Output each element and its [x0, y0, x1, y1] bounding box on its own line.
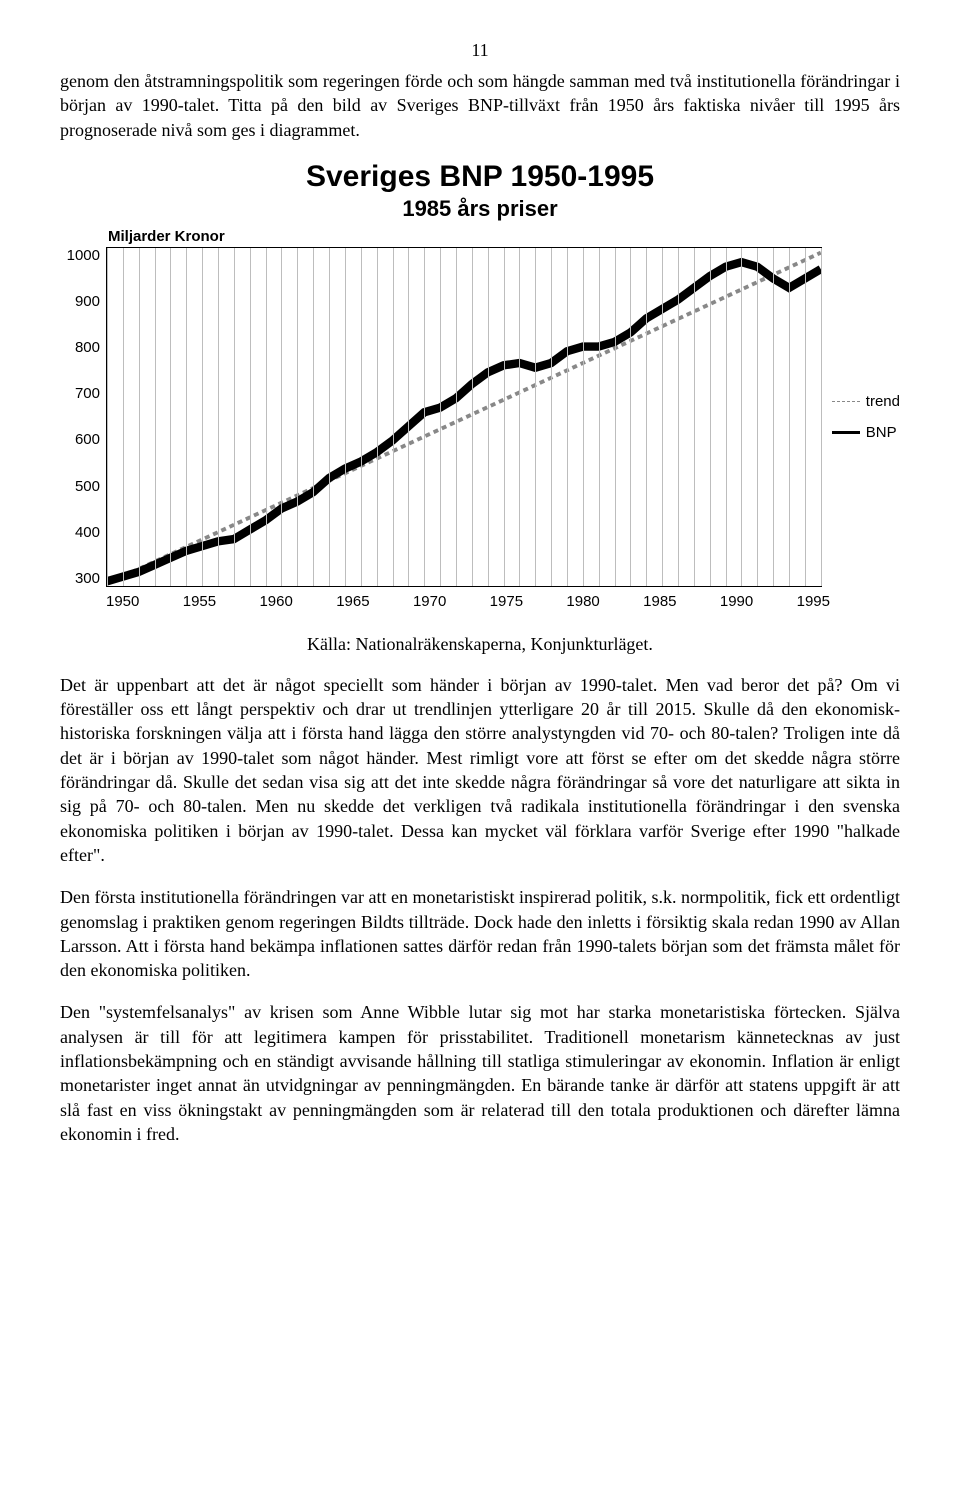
vertical-gridline	[741, 248, 742, 586]
vertical-gridline	[694, 248, 695, 586]
vertical-gridline	[440, 248, 441, 586]
paragraph-4: Den "systemfelsanalys" av krisen som Ann…	[60, 1000, 900, 1146]
vertical-gridline	[821, 248, 822, 586]
vertical-gridline	[535, 248, 536, 586]
vertical-gridline	[139, 248, 140, 586]
vertical-gridline	[377, 248, 378, 586]
y-tick-label: 600	[75, 431, 100, 448]
vertical-gridline	[408, 248, 409, 586]
vertical-gridline	[630, 248, 631, 586]
x-tick-label: 1995	[797, 593, 830, 610]
vertical-gridline	[472, 248, 473, 586]
vertical-gridline	[266, 248, 267, 586]
x-tick-label: 1985	[643, 593, 676, 610]
vertical-gridline	[202, 248, 203, 586]
vertical-gridline	[583, 248, 584, 586]
vertical-gridline	[805, 248, 806, 586]
legend-item-bnp: BNP	[832, 424, 900, 441]
vertical-gridline	[123, 248, 124, 586]
vertical-gridline	[551, 248, 552, 586]
y-tick-label: 400	[75, 524, 100, 541]
chart-source: Källa: Nationalräkenskaperna, Konjunktur…	[60, 634, 900, 655]
vertical-gridline	[329, 248, 330, 586]
x-tick-label: 1980	[566, 593, 599, 610]
vertical-gridline	[170, 248, 171, 586]
x-tick-label: 1990	[720, 593, 753, 610]
legend-label-bnp: BNP	[866, 424, 897, 441]
y-tick-label: 300	[75, 570, 100, 587]
x-axis-labels: 1950 1955 1960 1965 1970 1975 1980 1985 1990 1995	[106, 587, 830, 610]
vertical-gridline	[281, 248, 282, 586]
vertical-gridline	[678, 248, 679, 586]
y-tick-label: 900	[75, 293, 100, 310]
vertical-gridline	[393, 248, 394, 586]
x-tick-label: 1965	[336, 593, 369, 610]
y-tick-label: 700	[75, 385, 100, 402]
paragraph-2: Det är uppenbart att det är något specie…	[60, 673, 900, 867]
plot-area	[106, 247, 822, 587]
x-tick-label: 1970	[413, 593, 446, 610]
x-tick-label: 1950	[106, 593, 139, 610]
vertical-gridline	[234, 248, 235, 586]
vertical-gridline	[218, 248, 219, 586]
vertical-gridline	[504, 248, 505, 586]
vertical-gridline	[313, 248, 314, 586]
vertical-gridline	[297, 248, 298, 586]
vertical-gridline	[488, 248, 489, 586]
chart-title: Sveriges BNP 1950-1995	[60, 160, 900, 194]
vertical-gridline	[662, 248, 663, 586]
vertical-gridline	[250, 248, 251, 586]
paragraph-1: genom den åtstramningspolitik som regeri…	[60, 69, 900, 142]
vertical-gridline	[361, 248, 362, 586]
y-axis-title: Miljarder Kronor	[108, 228, 900, 245]
vertical-gridline	[567, 248, 568, 586]
legend-label-trend: trend	[866, 393, 900, 410]
legend-swatch-bnp	[832, 431, 860, 434]
vertical-gridline	[773, 248, 774, 586]
x-tick-label: 1955	[183, 593, 216, 610]
vertical-gridline	[186, 248, 187, 586]
bnp-chart: Sveriges BNP 1950-1995 1985 års priser M…	[60, 160, 900, 610]
vertical-gridline	[710, 248, 711, 586]
vertical-gridline	[519, 248, 520, 586]
page-number: 11	[60, 40, 900, 61]
paragraph-3: Den första institutionella förändringen …	[60, 885, 900, 982]
vertical-gridline	[646, 248, 647, 586]
vertical-gridline	[599, 248, 600, 586]
vertical-gridline	[107, 248, 108, 586]
vertical-gridline	[726, 248, 727, 586]
legend-item-trend: trend	[832, 393, 900, 410]
vertical-gridline	[757, 248, 758, 586]
vertical-gridline	[424, 248, 425, 586]
y-tick-label: 800	[75, 339, 100, 356]
chart-subtitle: 1985 års priser	[60, 196, 900, 222]
x-tick-label: 1960	[259, 593, 292, 610]
vertical-gridline	[615, 248, 616, 586]
vertical-gridline	[155, 248, 156, 586]
chart-series-line	[107, 253, 821, 584]
x-tick-label: 1975	[490, 593, 523, 610]
y-tick-label: 500	[75, 478, 100, 495]
vertical-gridline	[789, 248, 790, 586]
legend-swatch-trend	[832, 401, 860, 402]
y-tick-label: 1000	[67, 247, 100, 264]
chart-legend: trend BNP	[822, 247, 900, 587]
vertical-gridline	[456, 248, 457, 586]
y-axis-labels: 1000 900 800 700 600 500 400 300	[60, 247, 106, 587]
vertical-gridline	[345, 248, 346, 586]
